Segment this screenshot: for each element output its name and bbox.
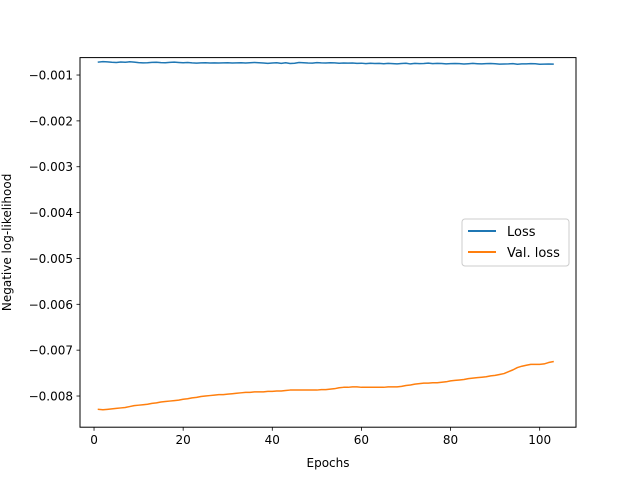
- x-tick-label: 40: [265, 433, 280, 447]
- series-line-loss: [97, 60, 554, 66]
- y-tick-label: −0.005: [29, 252, 73, 266]
- y-tick-label: −0.002: [29, 114, 73, 128]
- series-line-val-loss: [97, 360, 554, 411]
- y-axis-label: Negative log-likelihood: [0, 174, 14, 311]
- y-tick-label: −0.006: [29, 298, 73, 312]
- legend: Loss Val. loss: [461, 218, 570, 267]
- legend-label-loss: Loss: [507, 225, 536, 240]
- legend-label-val-loss: Val. loss: [507, 246, 560, 261]
- y-tick-label: −0.007: [29, 344, 73, 358]
- x-tick-label: 100: [528, 433, 551, 447]
- x-tick-label: 0: [90, 433, 98, 447]
- y-tick-label: −0.008: [29, 390, 73, 404]
- y-ticks: −0.001 −0.002 −0.003 −0.004 −0.005 −0.006 −0.0…: [29, 69, 80, 404]
- y-tick-label: −0.004: [29, 206, 73, 220]
- x-tick-label: 80: [443, 433, 458, 447]
- y-tick-label: −0.001: [29, 69, 73, 83]
- axes-frame: [79, 57, 577, 428]
- x-ticks: 0 20 40 60 80 100: [90, 427, 551, 447]
- x-tick-label: 20: [176, 433, 191, 447]
- series-layer: [97, 60, 554, 411]
- y-tick-label: −0.003: [29, 160, 73, 174]
- x-axis-label: Epochs: [307, 456, 350, 470]
- x-tick-label: 60: [354, 433, 369, 447]
